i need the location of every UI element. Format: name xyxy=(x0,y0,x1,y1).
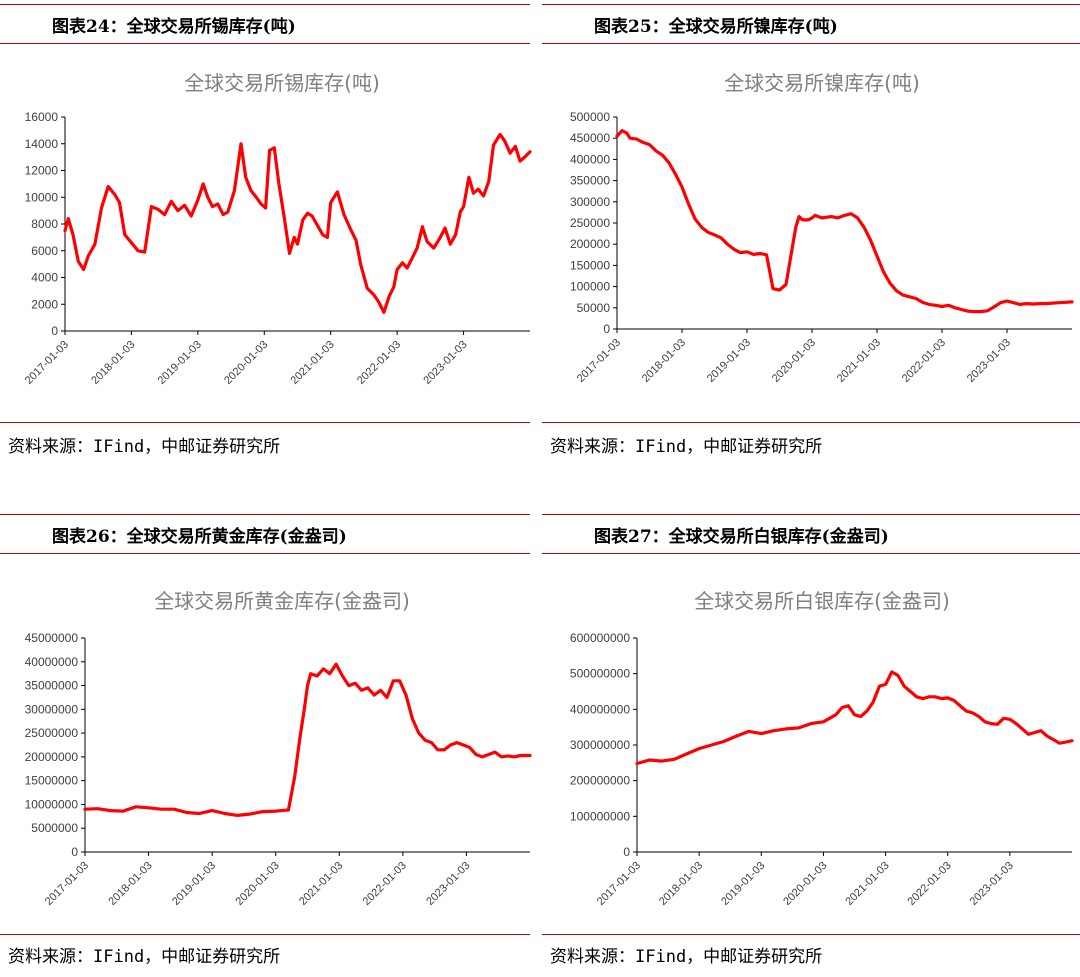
y-tick-label: 16000 xyxy=(25,110,59,124)
source-divider xyxy=(0,422,530,423)
x-tick-label: 2017-01-03 xyxy=(23,339,71,387)
y-tick-label: 300000000 xyxy=(570,738,630,752)
y-tick-label: 0 xyxy=(623,845,630,859)
chart-title: 全球交易所镍库存(吨) xyxy=(724,71,920,95)
source-text: 资料来源：IFind，中邮证券研究所 xyxy=(550,437,823,457)
source-divider xyxy=(542,934,1080,935)
y-tick-label: 12000 xyxy=(25,164,59,178)
y-tick-label: 15000000 xyxy=(25,774,79,788)
y-tick-label: 6000 xyxy=(31,244,58,258)
y-tick-label: 0 xyxy=(71,845,78,859)
panel-nickel: 图表25：全球交易所镍库存(吨) 全球交易所镍库存(吨) 0 50000 100000… xyxy=(542,0,1080,470)
y-tick-label: 5000000 xyxy=(31,821,78,835)
chart-title: 全球交易所锡库存(吨) xyxy=(184,71,380,95)
y-tick-label: 200000000 xyxy=(570,774,630,788)
series-line xyxy=(63,132,532,314)
x-tick-label: 2023-01-03 xyxy=(968,860,1016,908)
x-tick-label: 2021-01-03 xyxy=(835,337,883,385)
chart-header-title: 图表25：全球交易所镍库存(吨) xyxy=(594,17,838,37)
y-tick-label: 0 xyxy=(603,322,610,336)
chart-tin: 全球交易所锡库存(吨) 0 2000 4000 6000 8000 10000 12000 14… xyxy=(23,71,532,387)
y-tick-label: 35000000 xyxy=(25,679,79,693)
y-tick-label: 350000 xyxy=(570,174,610,188)
y-tick-label: 50000 xyxy=(577,301,611,315)
y-tick-label: 500000 xyxy=(570,110,610,124)
x-tick-label: 2022-01-03 xyxy=(355,339,403,387)
y-tick-label: 2000 xyxy=(31,297,58,311)
y-tick-label: 40000000 xyxy=(25,655,79,669)
x-tick-label: 2023-01-03 xyxy=(965,337,1013,385)
y-tick-label: 150000 xyxy=(570,258,610,272)
chart-header-title: 图表27：全球交易所白银库存(金盎司) xyxy=(594,527,889,547)
chart-header-title: 图表24：全球交易所锡库存(吨) xyxy=(52,17,296,37)
x-tick-label: 2019-01-03 xyxy=(156,339,204,387)
x-tick-label: 2020-01-03 xyxy=(234,860,282,908)
x-tick-label: 2020-01-03 xyxy=(222,339,270,387)
panel-gold: 图表26：全球交易所黄金库存(金盎司) 全球交易所黄金库存(金盎司) 0 50000… xyxy=(0,510,532,977)
x-tick-label: 2021-01-03 xyxy=(843,860,891,908)
source-divider xyxy=(542,422,1080,423)
chart-nickel: 全球交易所镍库存(吨) 0 50000 100000 150000 200000 25000… xyxy=(570,71,1074,385)
source-text: 资料来源：IFind，中邮证券研究所 xyxy=(8,947,281,967)
y-tick-label: 30000000 xyxy=(25,702,79,716)
y-tick-label: 8000 xyxy=(31,217,58,231)
y-tick-label: 0 xyxy=(51,324,58,338)
chart-gold: 全球交易所黄金库存(金盎司) 0 5000000 10000000 15000000 20… xyxy=(25,589,532,908)
chart-header: 图表25：全球交易所镍库存(吨) xyxy=(542,4,1080,44)
x-tick-label: 2020-01-03 xyxy=(770,337,818,385)
source-divider xyxy=(0,934,530,935)
y-tick-label: 25000000 xyxy=(25,726,79,740)
x-tick-label: 2018-01-03 xyxy=(640,337,688,385)
panel-tin: 图表24：全球交易所锡库存(吨) 全球交易所锡库存(吨) 0 2000 4000 600… xyxy=(0,0,532,470)
x-tick-label: 2021-01-03 xyxy=(289,339,337,387)
x-tick-label: 2019-01-03 xyxy=(705,337,753,385)
y-tick-label: 600000000 xyxy=(570,631,630,645)
panel-silver: 图表27：全球交易所白银库存(金盎司) 全球交易所白银库存(金盎司) 0 10000… xyxy=(542,510,1080,977)
x-tick-label: 2019-01-03 xyxy=(719,860,767,908)
y-tick-label: 10000000 xyxy=(25,797,79,811)
y-tick-label: 100000 xyxy=(570,280,610,294)
chart-title: 全球交易所白银库存(金盎司) xyxy=(694,589,950,613)
x-tick-label: 2023-01-03 xyxy=(424,860,472,908)
x-tick-label: 2022-01-03 xyxy=(361,860,409,908)
x-tick-label: 2023-01-03 xyxy=(421,339,469,387)
x-tick-label: 2017-01-03 xyxy=(595,860,643,908)
y-tick-label: 450000 xyxy=(570,131,610,145)
chart-header: 图表27：全球交易所白银库存(金盎司) xyxy=(542,514,1080,554)
x-tick-label: 2017-01-03 xyxy=(575,337,623,385)
source-text: 资料来源：IFind，中邮证券研究所 xyxy=(550,947,823,967)
y-tick-label: 400000 xyxy=(570,152,610,166)
series-line xyxy=(635,670,1074,766)
chart-silver: 全球交易所白银库存(金盎司) 0 100000000 200000000 3000000… xyxy=(570,589,1074,908)
y-tick-label: 300000 xyxy=(570,195,610,209)
x-tick-label: 2018-01-03 xyxy=(89,339,137,387)
x-tick-label: 2019-01-03 xyxy=(170,860,218,908)
series-line xyxy=(615,128,1074,314)
y-tick-label: 100000000 xyxy=(570,809,630,823)
x-tick-label: 2018-01-03 xyxy=(106,860,154,908)
y-tick-label: 4000 xyxy=(31,271,58,285)
y-tick-label: 14000 xyxy=(25,137,59,151)
y-tick-label: 250000 xyxy=(570,216,610,230)
chart-header: 图表24：全球交易所锡库存(吨) xyxy=(0,4,530,44)
chart-header: 图表26：全球交易所黄金库存(金盎司) xyxy=(0,514,530,554)
source-text: 资料来源：IFind，中邮证券研究所 xyxy=(8,437,281,457)
chart-header-title: 图表26：全球交易所黄金库存(金盎司) xyxy=(52,527,347,547)
y-tick-label: 500000000 xyxy=(570,667,630,681)
y-tick-label: 45000000 xyxy=(25,631,79,645)
x-tick-label: 2020-01-03 xyxy=(781,860,829,908)
x-tick-label: 2017-01-03 xyxy=(43,860,91,908)
chart-title: 全球交易所黄金库存(金盎司) xyxy=(154,589,410,613)
x-tick-label: 2021-01-03 xyxy=(297,860,345,908)
y-tick-label: 400000000 xyxy=(570,702,630,716)
y-tick-label: 200000 xyxy=(570,237,610,251)
x-tick-label: 2018-01-03 xyxy=(657,860,705,908)
y-tick-label: 20000000 xyxy=(25,750,79,764)
x-tick-label: 2022-01-03 xyxy=(906,860,954,908)
y-tick-label: 10000 xyxy=(25,190,59,204)
x-tick-label: 2022-01-03 xyxy=(900,337,948,385)
series-line xyxy=(83,662,532,817)
